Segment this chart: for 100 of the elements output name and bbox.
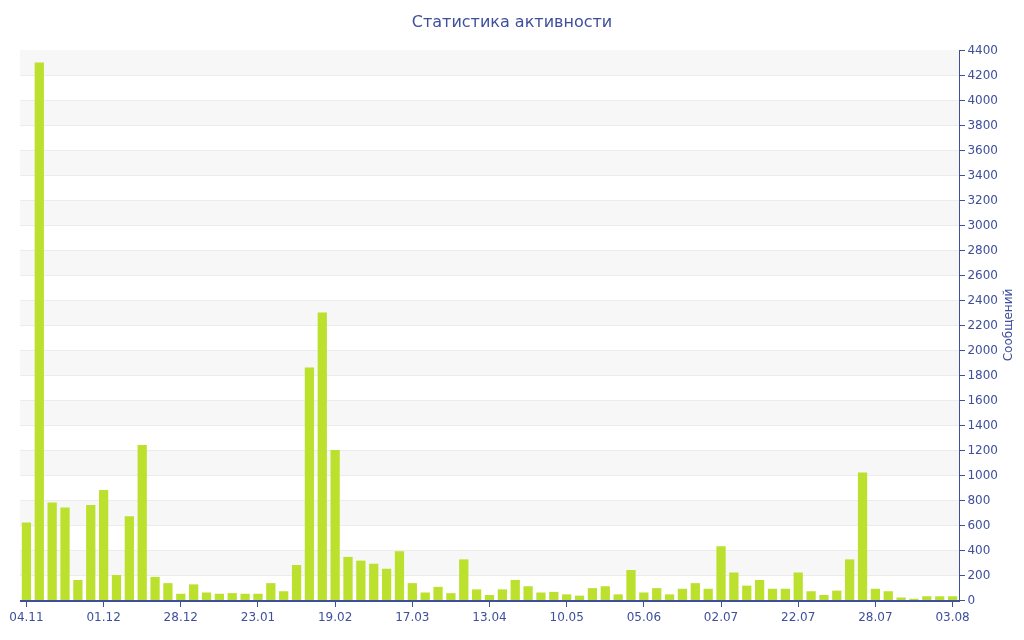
bar [600,586,610,600]
bar [510,580,520,600]
x-tick-label: 28.07 [858,609,893,624]
bar [330,450,340,600]
bar [394,551,405,600]
bar [664,594,675,600]
bar [549,591,559,600]
bar [819,595,829,600]
bar [356,560,366,600]
y-tick-label: 1400 [967,418,998,433]
bar [433,586,443,600]
x-tick-label: 03.08 [935,609,970,624]
bar [562,594,572,600]
bar [716,546,726,600]
bar [767,588,778,600]
x-tick-label: 17.03 [395,609,430,624]
bar [124,516,134,600]
bar [459,559,469,600]
bar [227,593,237,600]
bar [497,589,507,600]
bar [343,556,353,600]
y-tick-label: 0 [967,593,976,608]
x-tick-label: 02.07 [703,609,739,624]
bar [446,593,456,600]
bar [780,588,790,600]
bar [201,592,212,600]
bar [935,596,945,600]
y-tick-label: 4200 [967,68,998,83]
bar [652,588,662,600]
bar [279,591,289,600]
bar [369,563,379,600]
bar [922,596,932,600]
bar [536,592,546,600]
bar [574,595,585,600]
y-tick-label: 3600 [967,143,998,158]
bar [703,588,713,600]
bar [742,585,752,600]
bar [98,490,109,600]
y-tick-label: 3000 [967,218,998,233]
bar [137,445,147,600]
y-tick-label: 3400 [967,168,998,183]
bar [407,583,417,600]
bar [690,583,700,600]
y-tick-label: 400 [967,543,991,558]
chart-title: Статистика активности [411,12,613,32]
y-tick-label: 4400 [967,43,998,58]
x-tick-label: 22.07 [781,609,816,624]
bar [639,592,649,600]
y-tick-label: 600 [967,518,991,533]
bar [253,593,263,600]
y-tick-label: 2800 [967,243,998,258]
bar [857,472,868,600]
x-tick-label: 04.11 [9,609,44,624]
bar [266,583,276,600]
x-tick-label: 28.12 [163,609,198,624]
bar [317,312,327,600]
bar [729,572,739,600]
bar [883,591,893,600]
bar [484,595,495,600]
x-tick-label: 01.12 [86,609,121,624]
y-tick-label: 3200 [967,193,998,208]
y-tick-label: 2400 [967,293,998,308]
y-tick-label: 2000 [967,343,998,358]
bar [587,588,598,600]
x-tick-label: 10.05 [549,609,584,624]
bar [677,588,688,600]
bar [163,583,173,600]
bar [832,590,842,600]
y-tick-label: 1600 [967,393,998,408]
y-tick-label: 4000 [967,93,998,108]
bar [754,580,765,600]
y-tick-label: 1800 [967,368,998,383]
bar [214,593,225,600]
y-tick-label: 1200 [967,443,998,458]
bar [34,62,44,600]
y-tick-label: 3800 [967,118,998,133]
y-tick-label: 200 [967,568,991,583]
bar [793,572,803,600]
bar [304,367,315,600]
bar [381,568,392,600]
y-tick-label: 2600 [967,268,998,283]
bar [845,559,855,600]
bar [947,596,958,600]
bar [150,576,160,600]
x-tick-label: 05.06 [626,609,662,624]
bar [73,580,83,600]
x-tick-label: 23.01 [240,609,276,624]
bar [472,589,482,600]
bar [86,505,96,600]
bar [21,522,32,600]
bar [189,584,199,600]
y-tick-label: 1000 [967,468,998,483]
y-tick-label: 800 [967,493,991,508]
bar [806,591,816,600]
bar [420,592,430,600]
y-axis-title: Сообщений [1000,288,1015,362]
bar [626,570,636,600]
x-tick-label: 19.02 [317,609,353,624]
bar [523,586,533,600]
bar [111,575,122,600]
